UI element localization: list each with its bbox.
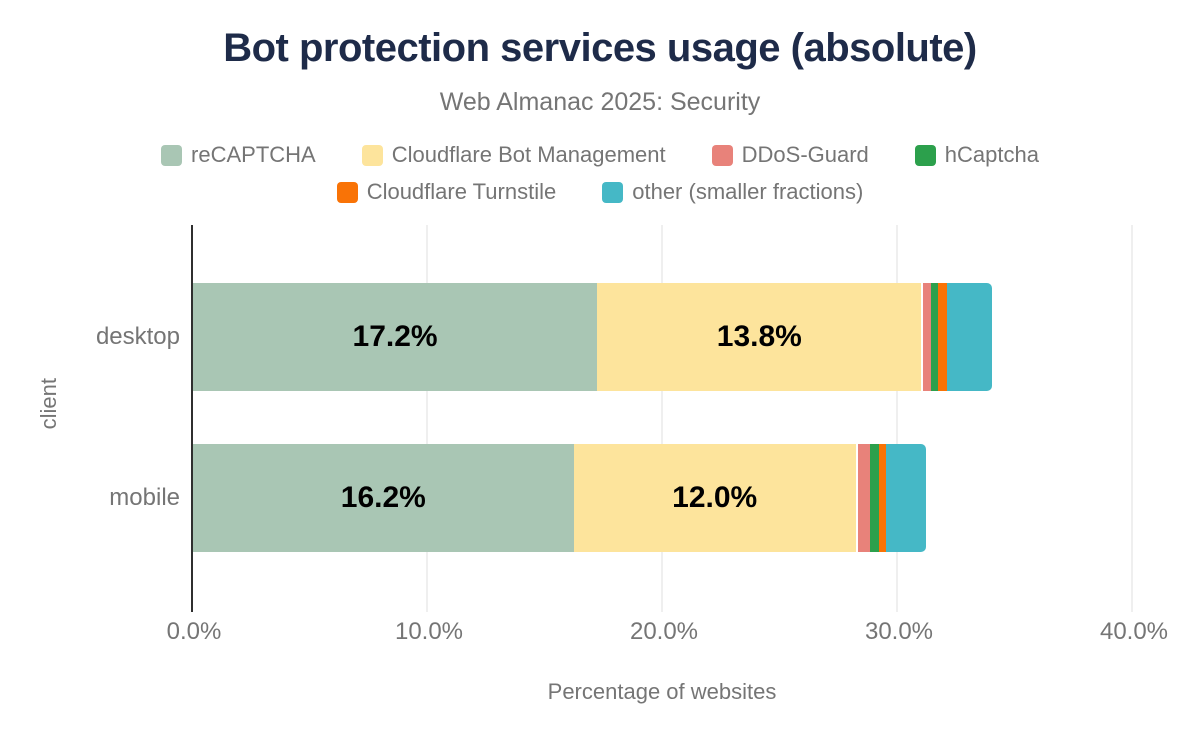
- bar-segment: 17.2%: [193, 283, 598, 391]
- legend-item: other (smaller fractions): [602, 179, 863, 205]
- legend-label: Cloudflare Bot Management: [391, 142, 666, 167]
- y-axis-title: client: [36, 378, 61, 430]
- bar-desktop: 17.2% 13.8%: [193, 283, 992, 391]
- gridline: [1131, 225, 1133, 612]
- legend-swatch-icon: [161, 144, 183, 166]
- bar-segment: [947, 283, 992, 391]
- x-tick-label: 10.0%: [394, 618, 464, 645]
- segment-value-label: 13.8%: [716, 320, 802, 353]
- legend-item: reCAPTCHA: [161, 142, 316, 168]
- bar-segment: [937, 283, 948, 391]
- legend-label: Cloudflare Turnstile: [366, 179, 557, 204]
- legend-item: DDoS-Guard: [711, 142, 869, 168]
- gridline: [896, 225, 898, 612]
- legend-swatch-icon: [914, 144, 936, 166]
- x-tick-label: 30.0%: [864, 618, 934, 645]
- category-label-mobile: mobile: [109, 484, 180, 511]
- bar-segment: [869, 444, 880, 552]
- x-tick-label: 40.0%: [1099, 618, 1169, 645]
- segment-value-label: 16.2%: [340, 481, 426, 514]
- bar-mobile: 16.2% 12.0%: [193, 444, 927, 552]
- bar-segment: 16.2%: [193, 444, 574, 552]
- legend-row: Cloudflare Turnstile other (smaller fract…: [336, 179, 863, 205]
- legend-swatch-icon: [336, 181, 358, 203]
- bar-segment: 13.8%: [597, 283, 922, 391]
- x-tick-label: 20.0%: [629, 618, 699, 645]
- bar-segment: [930, 283, 938, 391]
- bar-segment: 12.0%: [573, 444, 856, 552]
- legend-swatch-icon: [602, 181, 624, 203]
- legend-label: reCAPTCHA: [191, 142, 316, 167]
- bar-segment: [921, 283, 931, 391]
- segment-value-label: 17.2%: [352, 320, 438, 353]
- legend-item: Cloudflare Bot Management: [361, 142, 666, 168]
- gridline: [426, 225, 428, 612]
- x-axis-title: Percentage of websites: [547, 679, 777, 704]
- category-label-desktop: desktop: [95, 323, 180, 350]
- bar-segment: [855, 444, 870, 552]
- page-subtitle: Web Almanac 2025: Security: [439, 88, 761, 116]
- legend-item: Cloudflare Turnstile: [336, 179, 557, 205]
- segment-value-label: 12.0%: [672, 481, 758, 514]
- legend-label: hCaptcha: [944, 142, 1039, 167]
- bar-segment: [886, 444, 927, 552]
- y-axis-line: [191, 225, 193, 612]
- gridline: [661, 225, 663, 612]
- page-title: Bot protection services usage (absolute): [223, 26, 977, 70]
- legend: reCAPTCHA Cloudflare Bot Management DDoS-G…: [0, 142, 1200, 205]
- x-tick-label: 0.0%: [166, 618, 222, 645]
- legend-label: other (smaller fractions): [632, 179, 864, 204]
- legend-label: DDoS-Guard: [741, 142, 869, 167]
- legend-swatch-icon: [361, 144, 383, 166]
- legend-row: reCAPTCHA Cloudflare Bot Management DDoS-G…: [161, 142, 1039, 168]
- legend-swatch-icon: [711, 144, 733, 166]
- legend-item: hCaptcha: [914, 142, 1039, 168]
- bar-segment: [879, 444, 887, 552]
